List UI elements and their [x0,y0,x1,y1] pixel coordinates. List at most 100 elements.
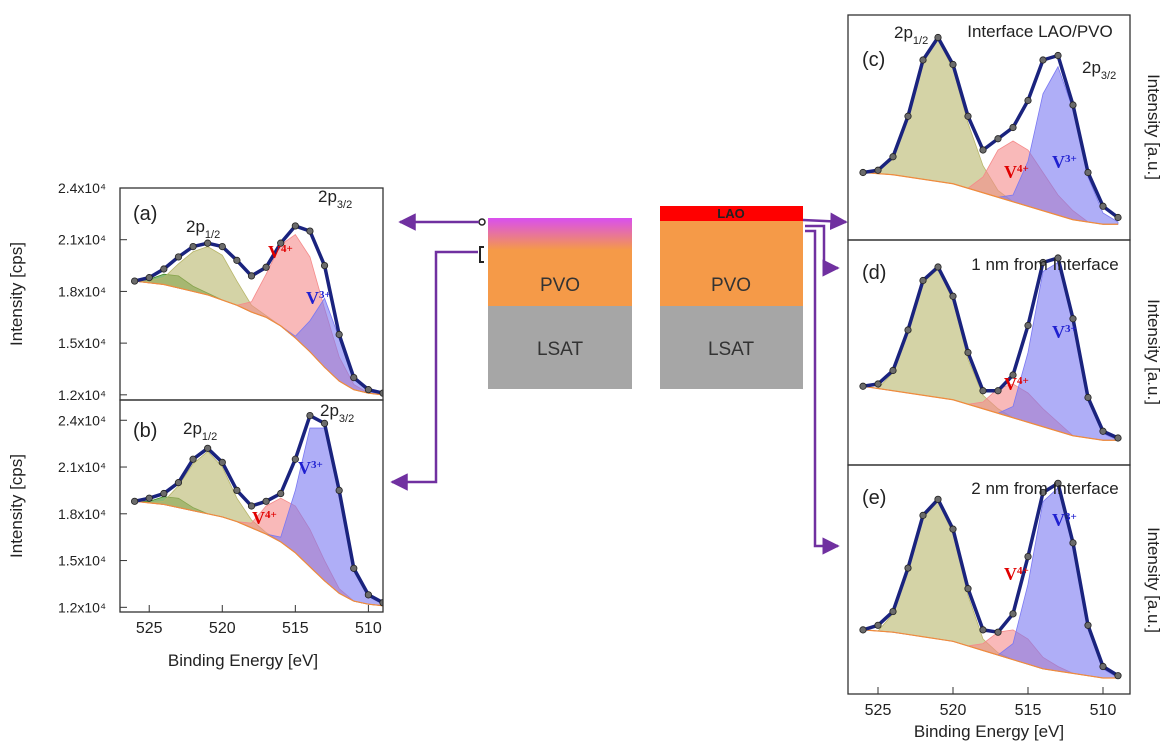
annotation-text: 2p [186,217,205,236]
annotation: Interface LAO/PVO [967,22,1113,41]
annotation-text: 2p [320,401,339,420]
annotation-text: V [252,508,265,528]
annotation-text: V [298,458,311,478]
data-point [1009,123,1017,132]
data-point [949,60,957,69]
data-point [1099,662,1107,671]
x-axis-label: Binding Energy [eV] [168,651,318,670]
data-point [204,444,212,452]
plot-area [131,222,383,397]
panel: 1.2x10⁴ 1.5x10⁴ 1.8x10⁴ 2.1x10⁴ 2.4x10⁴ Inten… [7,180,384,403]
plot-area [131,411,383,607]
data-point [1009,610,1017,618]
data-point [1039,56,1047,64]
data-point [174,479,183,487]
graded-layer [488,218,632,250]
data-point [889,607,897,616]
background-line [862,629,1118,679]
data-point [306,227,314,235]
data-point [364,591,372,599]
annotation-subscript: 3/2 [339,413,354,425]
data-point [218,243,226,251]
annotation-subscript: 1/2 [205,229,220,241]
annotation-text: 2p [183,419,202,438]
data-point [874,166,882,174]
x-tick-label: 520 [940,702,967,719]
annotation-subscript: 3/2 [337,199,352,211]
data-point [889,366,897,375]
data-point [949,292,957,300]
annotation-text: (c) [862,49,885,71]
data-point [889,153,897,161]
fit-envelope [862,480,1119,678]
background-line [862,171,1118,225]
data-point [291,222,299,230]
data-point [350,373,358,382]
data-point [1084,621,1092,629]
annotation-superscript: 4+ [265,509,277,521]
fit-envelope [862,34,1120,219]
annotation-superscript: 4+ [281,243,293,255]
data-point [277,239,285,247]
data-point [1024,96,1032,105]
connector [478,218,486,226]
plot-area [859,254,1122,442]
lsat-layer [488,306,632,389]
frame [847,464,1131,695]
left-stack: PVO LSAT [488,218,632,389]
data-point [874,621,882,629]
data-point [919,276,927,285]
bracket [479,246,484,263]
data-point [160,489,168,498]
annotation-text: 2p [318,187,337,206]
annotation: V3+ [306,288,331,308]
y-tick-label: 1.5x10⁴ [58,335,106,351]
data-point [949,525,957,533]
data-point [320,419,329,427]
data-point [1084,393,1092,402]
data-point [859,382,867,390]
annotation: V4+ [1004,374,1029,394]
y-tick-label: 1.2x10⁴ [58,387,106,403]
x-tick-label: 510 [1090,702,1117,719]
data-point [364,386,372,394]
data-point [1039,488,1047,497]
data-point [1099,202,1107,210]
annotation: V4+ [252,508,277,528]
annotation-text: (a) [133,203,157,225]
data-point [1084,168,1092,177]
data-point [1114,434,1122,442]
panel: 525 520 515 510 Intensity [a.u.] Binding Ener… [847,464,1163,741]
annotation-superscript: 4+ [1017,375,1029,387]
arrow [802,212,848,231]
y-tick-label: 2.1x10⁴ [58,459,106,475]
data-point [979,146,987,154]
y-axis-label: Intensity [cps] [7,454,26,558]
right-stack: LAO PVO LSAT [660,206,803,389]
data-point [994,387,1002,395]
data-point [1024,552,1032,561]
data-point [218,458,226,466]
annotation: 2p1/2 [183,419,217,443]
annotation: (c) [862,49,885,71]
data-point [1099,427,1107,435]
annotation-text: V [306,288,319,308]
annotation-text: V [1004,374,1017,394]
annotation-text: V [1052,152,1065,172]
annotation-text: 2 nm from Interface [971,479,1118,498]
y-tick-label: 1.2x10⁴ [58,599,106,615]
y-tick-label: 1.8x10⁴ [58,283,106,299]
annotation-superscript: 3+ [1065,511,1077,523]
data-point [262,263,270,271]
x-tick-label: 515 [282,620,309,637]
annotation-text: (b) [133,420,157,442]
data-point [320,261,329,270]
annotation: V4+ [1004,162,1029,182]
annotation-text: (e) [862,487,886,509]
data-point [233,486,241,495]
data-point [1069,315,1077,323]
annotation-superscript: 4+ [1017,565,1029,577]
y-tick-label: 2.4x10⁴ [58,180,106,196]
plot-area [859,33,1122,225]
